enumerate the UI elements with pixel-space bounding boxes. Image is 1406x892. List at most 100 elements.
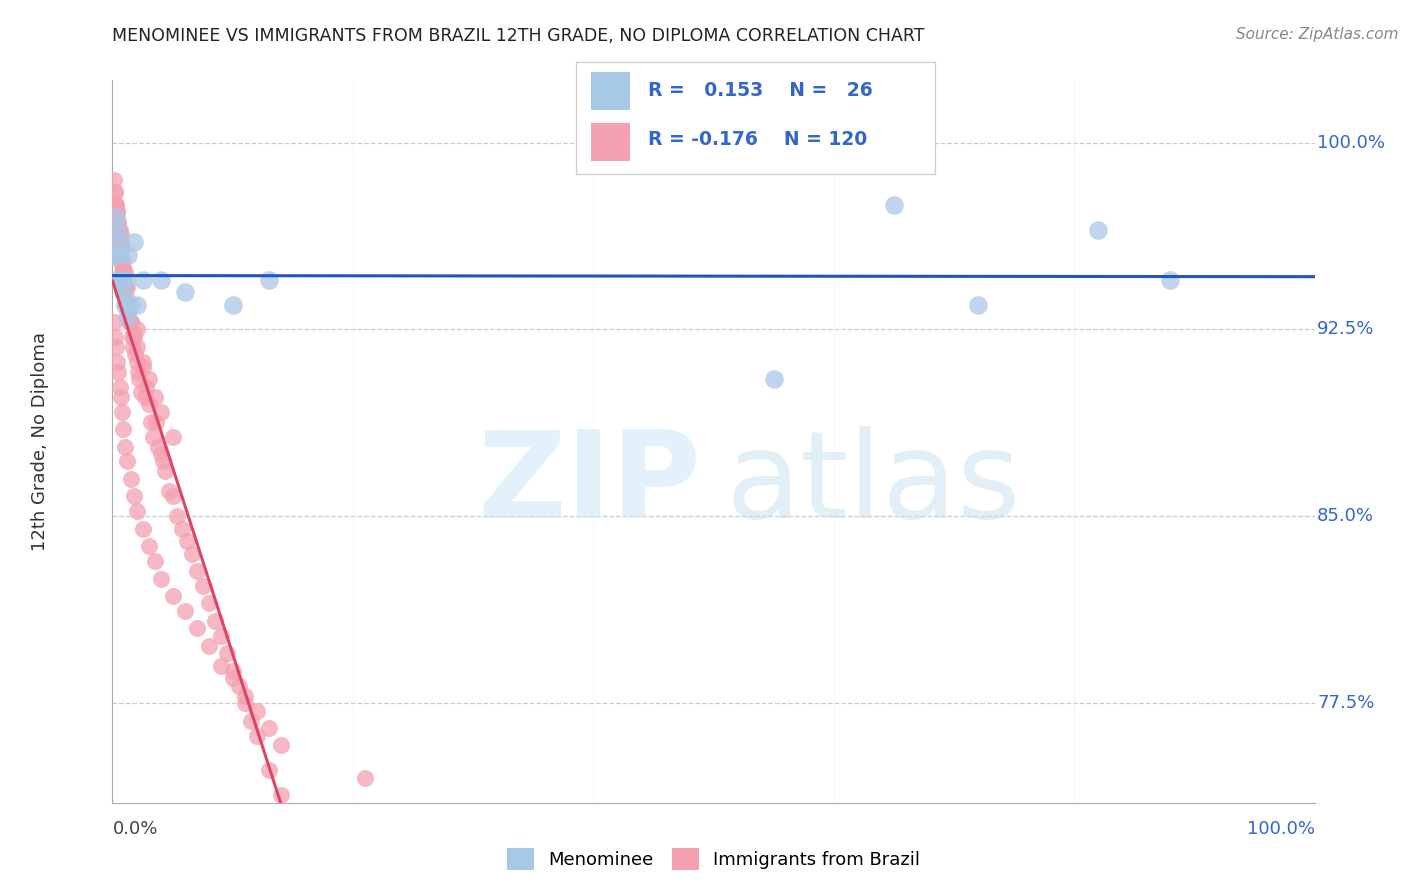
Point: [246, 729, 269, 743]
Bar: [591, 72, 630, 111]
Text: atlas: atlas: [725, 426, 1021, 543]
Point: [107, 365, 129, 379]
Point: [122, 235, 145, 250]
Point: [209, 629, 232, 643]
Point: [114, 280, 136, 294]
Point: [124, 347, 146, 361]
Point: [134, 390, 156, 404]
Point: [111, 404, 134, 418]
Point: [117, 305, 139, 319]
Text: Source: ZipAtlas.com: Source: ZipAtlas.com: [1236, 27, 1399, 42]
Point: [114, 297, 136, 311]
Point: [115, 310, 138, 324]
Point: [197, 639, 219, 653]
Point: [107, 235, 129, 250]
Point: [105, 223, 128, 237]
Point: [233, 689, 256, 703]
Point: [228, 679, 250, 693]
Point: [105, 215, 128, 229]
Point: [122, 489, 145, 503]
Point: [120, 315, 142, 329]
Point: [173, 604, 195, 618]
Point: [104, 198, 127, 212]
Point: [176, 534, 198, 549]
Point: [105, 223, 128, 237]
Point: [111, 265, 134, 279]
Point: [120, 297, 142, 311]
Point: [270, 739, 292, 753]
Point: [110, 255, 132, 269]
Point: [967, 297, 990, 311]
Point: [107, 248, 129, 262]
Text: MENOMINEE VS IMMIGRANTS FROM BRAZIL 12TH GRADE, NO DIPLOMA CORRELATION CHART: MENOMINEE VS IMMIGRANTS FROM BRAZIL 12TH…: [112, 27, 925, 45]
Point: [112, 422, 135, 436]
Point: [117, 248, 139, 262]
Point: [107, 248, 129, 262]
Point: [1159, 272, 1181, 286]
Text: 92.5%: 92.5%: [1317, 320, 1375, 338]
Point: [107, 215, 129, 229]
Point: [107, 223, 129, 237]
Point: [149, 272, 172, 286]
Point: [120, 472, 142, 486]
Text: ZIP: ZIP: [478, 426, 702, 543]
Point: [111, 272, 134, 286]
Text: 100.0%: 100.0%: [1247, 821, 1315, 838]
Point: [110, 243, 132, 257]
Point: [152, 454, 174, 468]
Point: [125, 355, 148, 369]
Point: [149, 447, 172, 461]
Point: [105, 211, 128, 225]
Point: [204, 614, 226, 628]
Point: [135, 380, 157, 394]
Text: R = -0.176    N = 120: R = -0.176 N = 120: [648, 130, 868, 150]
Point: [143, 390, 166, 404]
Legend: Menominee, Immigrants from Brazil: Menominee, Immigrants from Brazil: [499, 840, 928, 877]
Point: [105, 205, 128, 219]
Point: [103, 198, 125, 212]
Point: [131, 355, 153, 369]
Point: [105, 223, 128, 237]
Point: [114, 272, 136, 286]
Point: [138, 539, 160, 553]
Point: [105, 235, 128, 250]
Point: [354, 771, 377, 785]
Point: [110, 240, 132, 254]
Point: [246, 704, 269, 718]
Point: [107, 272, 129, 286]
Point: [115, 297, 138, 311]
Point: [108, 235, 131, 250]
Text: 12th Grade, No Diploma: 12th Grade, No Diploma: [31, 332, 49, 551]
Point: [281, 814, 304, 828]
Point: [197, 597, 219, 611]
Point: [139, 415, 162, 429]
Point: [138, 372, 160, 386]
Point: [108, 380, 131, 394]
Point: [762, 372, 785, 386]
Point: [222, 664, 245, 678]
Point: [115, 297, 138, 311]
Point: [145, 415, 167, 429]
Point: [162, 489, 184, 503]
Point: [157, 484, 180, 499]
Point: [104, 186, 127, 200]
Point: [186, 621, 208, 635]
Point: [115, 454, 138, 468]
Point: [111, 255, 134, 269]
Point: [105, 198, 128, 212]
Point: [270, 789, 292, 803]
Point: [112, 265, 135, 279]
Point: [125, 504, 148, 518]
Point: [1087, 223, 1109, 237]
Point: [108, 248, 131, 262]
Point: [105, 340, 128, 354]
Point: [114, 297, 136, 311]
Point: [149, 404, 172, 418]
Point: [120, 315, 142, 329]
Point: [222, 671, 245, 685]
Point: [294, 838, 316, 852]
Point: [110, 227, 132, 242]
Point: [166, 509, 188, 524]
Point: [191, 579, 214, 593]
Point: [111, 252, 134, 267]
